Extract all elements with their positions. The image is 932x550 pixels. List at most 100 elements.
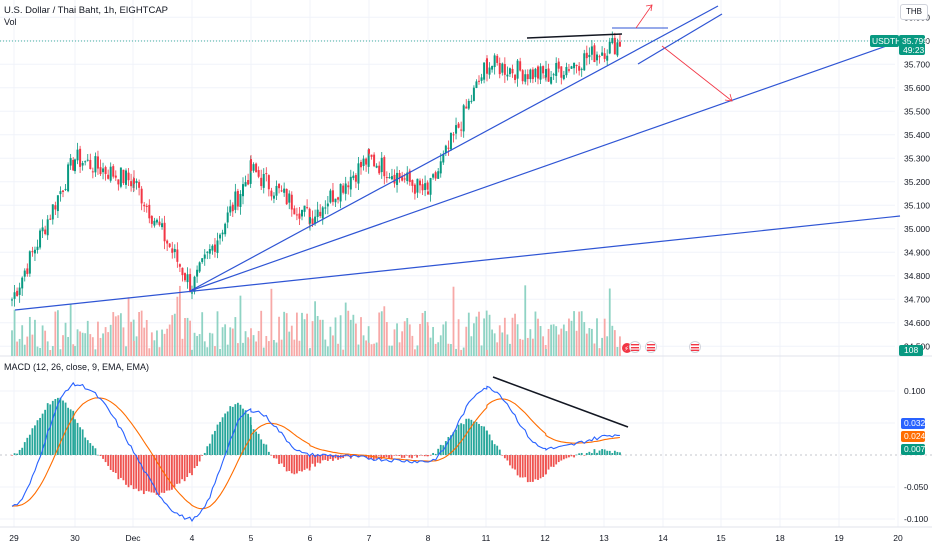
macd-hist-bar <box>49 404 52 455</box>
macd-hist-bar <box>125 455 127 485</box>
countdown-text: 49:23 <box>903 45 925 55</box>
volume-bar <box>578 311 581 356</box>
macd-hist-bar <box>475 421 478 455</box>
macd-hist-bar <box>524 455 527 478</box>
candle <box>46 219 49 236</box>
candle <box>460 129 463 131</box>
trendline-drawings[interactable] <box>14 4 901 311</box>
candle <box>242 184 244 197</box>
candle <box>62 190 64 192</box>
volume-bar <box>311 321 314 356</box>
volume-bar <box>23 344 26 356</box>
trendline-long[interactable] <box>14 215 901 311</box>
volume-bar <box>349 319 352 356</box>
candle <box>375 165 378 168</box>
volume-bar <box>424 310 426 356</box>
candle <box>488 67 491 75</box>
candle <box>208 248 211 254</box>
trendline-steep[interactable] <box>189 5 719 292</box>
time-axis[interactable]: 29 30 Dec 4 5 6 7 8 11 12 13 14 15 18 19 20 <box>9 533 903 543</box>
macd-signal-line[interactable] <box>11 397 620 510</box>
candle <box>462 105 465 132</box>
volume-bar <box>296 312 298 356</box>
volume-bar <box>491 329 493 356</box>
volume-bar <box>570 320 573 356</box>
candle <box>79 148 82 167</box>
signal-value-text: 0.024 <box>904 431 926 441</box>
macd-divergence-line[interactable] <box>492 376 629 428</box>
candle <box>26 268 29 274</box>
candle <box>331 190 334 202</box>
macd-hist-bar <box>69 409 72 455</box>
candle <box>508 68 511 75</box>
volume-bar <box>480 345 483 356</box>
volume-bar <box>475 316 478 356</box>
price-divergence-line[interactable] <box>526 33 623 39</box>
candle <box>186 274 189 283</box>
up-arrow-line[interactable] <box>635 4 653 29</box>
volume-bar <box>332 335 334 356</box>
macd-hist-bar <box>160 455 163 493</box>
macd-hist-bar <box>114 455 117 474</box>
macd-hist-bar <box>562 455 565 460</box>
candle <box>125 170 127 185</box>
macd-hist-bar <box>142 455 145 495</box>
trendline-parallel[interactable] <box>637 13 723 65</box>
volume-bar <box>153 340 156 356</box>
candle <box>613 37 616 55</box>
macd-line[interactable] <box>11 381 620 522</box>
trendline-mid[interactable] <box>189 43 893 292</box>
volume-bar <box>278 316 280 356</box>
candle <box>133 178 135 184</box>
time-tick-label: 12 <box>540 533 550 543</box>
macd-hist-bar <box>526 455 529 483</box>
candle <box>301 209 303 217</box>
candle <box>334 198 337 203</box>
volume-badge <box>899 345 923 356</box>
event-flags[interactable]: ⚡ <box>622 341 701 354</box>
macd-hist-bar <box>293 455 296 475</box>
candle <box>378 165 381 174</box>
volume-bar <box>148 348 151 356</box>
candle <box>349 176 352 190</box>
macd-hist-bar <box>388 455 390 459</box>
macd-hist-bar <box>501 455 504 456</box>
candle <box>432 174 435 178</box>
volume-bar <box>11 330 13 356</box>
macd-hist-bar <box>552 455 555 467</box>
candle <box>547 68 550 82</box>
candle <box>239 193 242 207</box>
candles[interactable] <box>11 31 621 307</box>
volume-bar <box>186 317 189 356</box>
candle <box>33 249 36 254</box>
candle <box>267 175 270 190</box>
price-scale[interactable]: 35.90035.80035.70035.60035.50035.40035.3… <box>904 12 930 351</box>
volume-bar <box>370 344 373 356</box>
volume-bar <box>467 312 470 356</box>
volume-bar <box>168 324 171 356</box>
volume-bar <box>89 334 92 356</box>
macd-hist-bar <box>107 455 110 466</box>
macd-hist-bar <box>578 453 581 455</box>
macd-hist-bar <box>21 447 24 455</box>
candle <box>234 191 237 210</box>
volume-bar <box>524 285 527 356</box>
macd-hist-bar <box>242 408 244 455</box>
candle <box>408 170 411 183</box>
macd-hist-bar <box>591 453 593 455</box>
candle <box>112 166 115 177</box>
currency-button[interactable]: THB <box>900 4 928 20</box>
volume-bar <box>176 296 179 356</box>
last-price-text: 35.799 <box>902 36 928 46</box>
volume-bar <box>173 313 176 356</box>
volume-bar <box>501 332 504 356</box>
volume-bar <box>411 335 414 356</box>
candle <box>611 38 614 44</box>
volume-bar <box>347 310 350 356</box>
candle <box>150 216 153 224</box>
volume-bar <box>593 343 596 356</box>
volume-bar <box>140 310 143 356</box>
down-arrow-line[interactable] <box>661 45 733 102</box>
macd-hist-bar <box>488 434 491 455</box>
